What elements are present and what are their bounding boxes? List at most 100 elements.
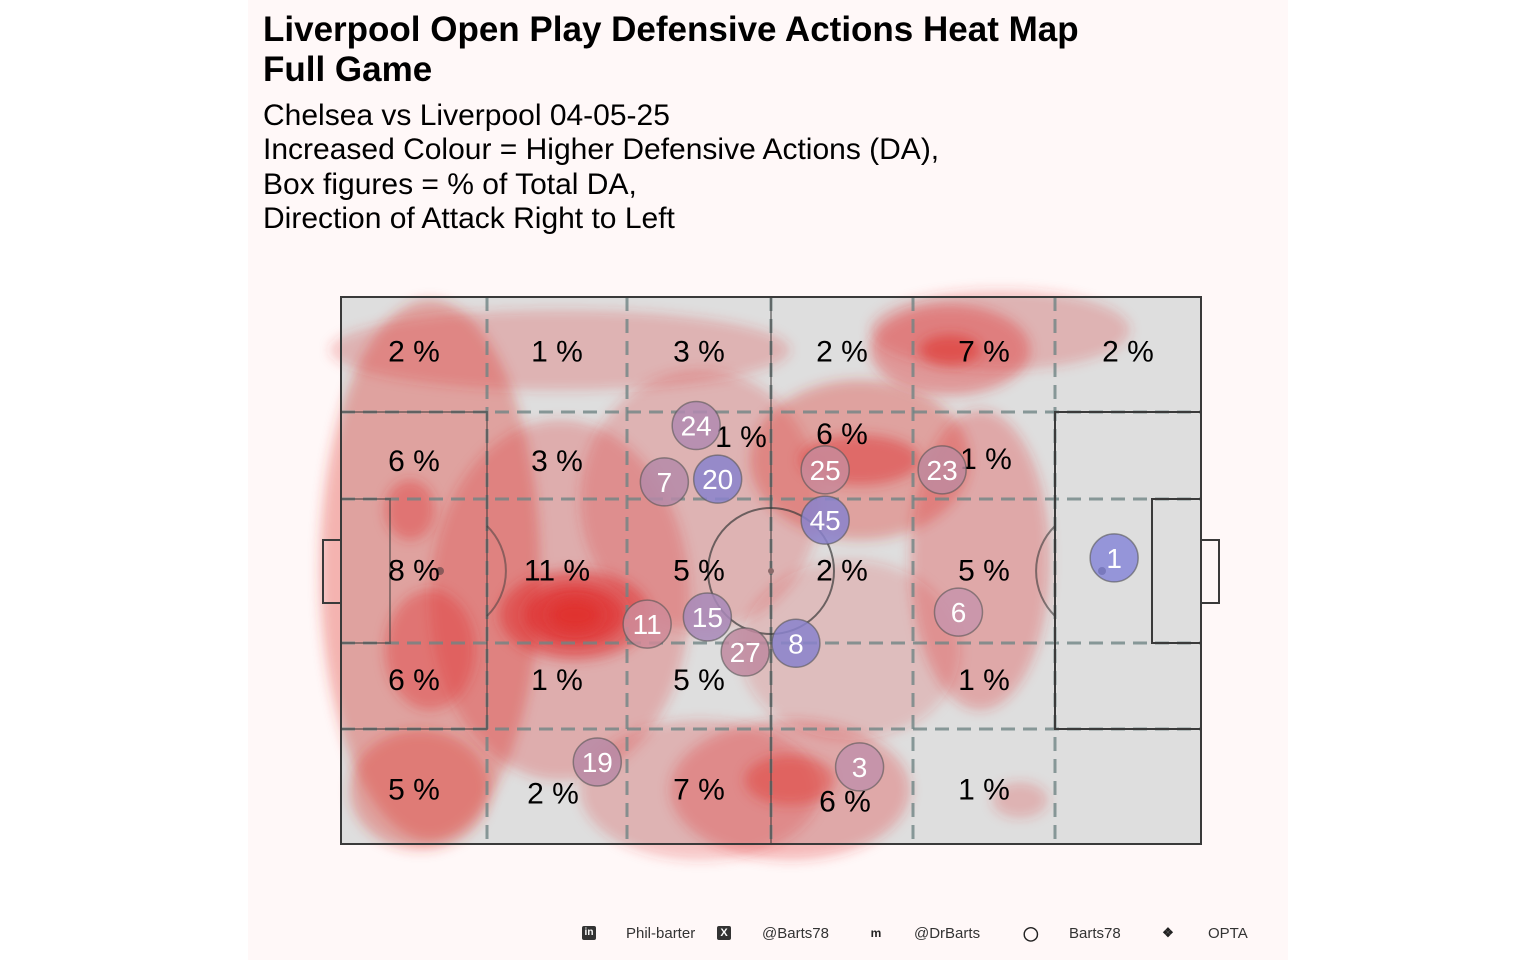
- zone-percentage-label: 3 %: [673, 336, 725, 369]
- zone-percentage-label: 1 %: [715, 421, 767, 454]
- player-marker-7: 7: [639, 457, 690, 507]
- player-number: 19: [582, 747, 613, 778]
- left-penalty-arc: [486, 525, 507, 617]
- player-marker-11: 11: [622, 599, 672, 649]
- left-penalty-spot: [436, 567, 444, 575]
- heat-contour: [920, 335, 980, 365]
- zone-labels: 2 % 1 % 3 % 2 % 7 % 2 %6 % 3 %1 % 6 %1 %8 % 11 %…: [388, 336, 1154, 819]
- zone-percentage-label: 6 %: [388, 445, 440, 478]
- player-number: 20: [702, 464, 733, 495]
- player-circle: [771, 618, 821, 669]
- player-marker-19: 19: [572, 737, 623, 787]
- heat-contour: [550, 600, 600, 630]
- player-marker-3: 3: [834, 742, 885, 792]
- zone-percentage-label: 7 %: [958, 336, 1010, 369]
- heat-contour: [330, 310, 790, 390]
- player-number: 24: [681, 411, 712, 442]
- centre-spot: [768, 568, 774, 574]
- player-number: 8: [788, 628, 804, 659]
- heat-contour: [385, 480, 435, 540]
- player-number: 6: [951, 597, 967, 628]
- player-circle: [622, 599, 672, 649]
- zone-percentage-label: 1 %: [531, 336, 583, 369]
- x-twitter-icon[interactable]: X: [717, 926, 731, 940]
- footer-mastodon-label[interactable]: @DrBarts: [914, 925, 981, 942]
- footer-source-label[interactable]: OPTA: [1208, 925, 1248, 942]
- zone-percentage-label: 1 %: [960, 443, 1012, 476]
- heat-contour: [745, 755, 835, 805]
- zone-percentage-label: 2 %: [816, 336, 868, 369]
- player-circle: [639, 457, 690, 507]
- heat-contour: [740, 560, 960, 740]
- player-marker-25: 25: [800, 445, 850, 495]
- subtitle-match: Chelsea vs Liverpool 04-05-25: [263, 99, 670, 132]
- zone-percentage-label: 1 %: [958, 773, 1010, 806]
- centre-circle: [707, 507, 835, 635]
- player-circle: [933, 587, 984, 637]
- player-number: 7: [657, 467, 673, 498]
- zone-percentage-label: 1 %: [958, 664, 1010, 697]
- left-goal: [322, 539, 342, 604]
- zone-percentage-label: 8 %: [388, 555, 440, 588]
- zone-percentage-label: 5 %: [388, 773, 440, 806]
- right-penalty-arc: [1035, 525, 1056, 617]
- player-circle: [1089, 533, 1139, 583]
- subtitle-legend: Increased Colour = Higher Defensive Acti…: [263, 133, 940, 166]
- zone-percentage-label: 2 %: [388, 336, 440, 369]
- zone-percentage-label: 6 %: [388, 664, 440, 697]
- player-circle: [671, 400, 721, 451]
- zone-percentage-label: 2 %: [527, 777, 579, 810]
- zone-percentage-label: 5 %: [673, 555, 725, 588]
- footer-github-label[interactable]: Barts78: [1069, 925, 1121, 942]
- player-circle: [917, 445, 967, 495]
- player-number: 11: [633, 609, 662, 640]
- player-marker-20: 20: [692, 454, 743, 504]
- zone-percentage-label: 3 %: [531, 445, 583, 478]
- player-marker-27: 27: [720, 627, 770, 677]
- subtitle-direction: Direction of Attack Right to Left: [263, 202, 675, 235]
- heat-contour: [350, 730, 490, 850]
- right-goal: [1200, 539, 1220, 604]
- chart-title: Liverpool Open Play Defensive Actions He…: [263, 10, 1079, 49]
- github-icon[interactable]: ◯: [1023, 925, 1039, 941]
- player-marker-8: 8: [771, 618, 821, 669]
- player-circle: [800, 495, 850, 545]
- mastodon-icon[interactable]: m: [870, 926, 882, 940]
- zone-percentage-label: 5 %: [673, 664, 725, 697]
- zone-percentage-label: 5 %: [958, 555, 1010, 588]
- zone-percentage-label: 11 %: [524, 555, 590, 588]
- heat-contour: [580, 720, 820, 860]
- player-marker-1: 1: [1089, 533, 1139, 583]
- dropbox-icon[interactable]: ❖: [1162, 925, 1174, 940]
- player-marker-45: 45: [800, 495, 850, 545]
- heat-contour: [385, 590, 475, 710]
- chart-title-line2: Full Game: [263, 50, 433, 89]
- player-marker-15: 15: [682, 592, 733, 642]
- player-number: 1: [1106, 543, 1122, 574]
- player-circle: [692, 454, 743, 504]
- zone-percentage-label: 2 %: [816, 555, 868, 588]
- linkedin-icon[interactable]: in: [582, 926, 596, 940]
- player-number: 23: [927, 455, 958, 486]
- player-number: 45: [810, 505, 841, 536]
- zone-percentage-label: 7 %: [673, 773, 725, 806]
- player-number: 25: [810, 455, 841, 486]
- player-circle: [800, 445, 850, 495]
- player-circle: [682, 592, 733, 642]
- player-marker-6: 6: [933, 587, 984, 637]
- player-markers: 24 7 20 25 23 45 1 15 11 27 8 6 19 3: [572, 400, 1139, 792]
- player-number: 27: [730, 637, 761, 668]
- footer-linkedin-label[interactable]: Phil-barter: [626, 925, 696, 942]
- player-number: 3: [852, 752, 868, 783]
- player-marker-23: 23: [917, 445, 967, 495]
- player-circle: [720, 627, 770, 677]
- player-marker-24: 24: [671, 400, 721, 451]
- player-circle: [572, 737, 623, 787]
- player-number: 15: [692, 602, 723, 633]
- zone-percentage-label: 1 %: [531, 664, 583, 697]
- heat-contour: [992, 782, 1048, 818]
- subtitle-box-figures: Box figures = % of Total DA,: [263, 168, 637, 201]
- player-circle: [834, 742, 885, 792]
- zone-percentage-label: 2 %: [1102, 336, 1154, 369]
- footer-x-label[interactable]: @Barts78: [762, 925, 829, 942]
